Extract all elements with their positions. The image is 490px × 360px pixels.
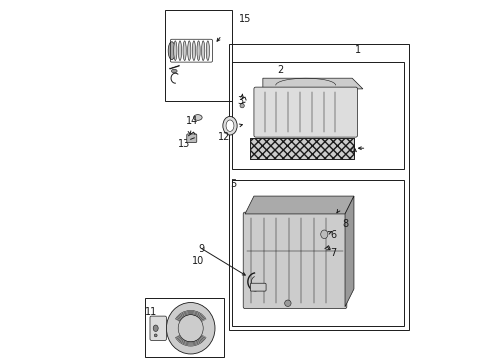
- Ellipse shape: [168, 42, 175, 60]
- Text: 6: 6: [331, 230, 337, 240]
- Bar: [232, 180, 404, 327]
- Ellipse shape: [174, 41, 177, 60]
- Bar: [250, 138, 354, 158]
- Text: 5: 5: [230, 179, 237, 189]
- Text: 15: 15: [239, 14, 251, 23]
- Text: 12: 12: [218, 132, 230, 142]
- FancyBboxPatch shape: [254, 87, 358, 137]
- Ellipse shape: [194, 114, 202, 120]
- Ellipse shape: [192, 41, 196, 60]
- Bar: [232, 62, 404, 169]
- Ellipse shape: [285, 300, 291, 306]
- FancyBboxPatch shape: [187, 134, 197, 143]
- Ellipse shape: [172, 69, 177, 73]
- Text: 10: 10: [193, 256, 205, 266]
- Text: 7: 7: [330, 248, 337, 258]
- Ellipse shape: [167, 302, 215, 354]
- Text: 14: 14: [186, 116, 198, 126]
- Ellipse shape: [206, 41, 209, 60]
- Text: 2: 2: [278, 65, 284, 75]
- Text: 13: 13: [178, 139, 191, 149]
- Ellipse shape: [240, 104, 245, 108]
- Polygon shape: [263, 78, 363, 89]
- Ellipse shape: [178, 41, 182, 60]
- Ellipse shape: [188, 41, 191, 60]
- FancyBboxPatch shape: [243, 212, 347, 309]
- Text: 3: 3: [238, 96, 244, 107]
- Ellipse shape: [226, 120, 234, 131]
- Bar: [250, 138, 354, 158]
- Ellipse shape: [154, 334, 157, 337]
- FancyBboxPatch shape: [150, 316, 167, 341]
- Text: 9: 9: [198, 244, 204, 253]
- Bar: [145, 298, 223, 357]
- Ellipse shape: [153, 325, 158, 332]
- Bar: [229, 44, 409, 330]
- Ellipse shape: [201, 41, 205, 60]
- Text: 8: 8: [343, 219, 349, 229]
- FancyBboxPatch shape: [250, 283, 266, 291]
- Bar: [165, 10, 232, 102]
- Polygon shape: [245, 196, 354, 214]
- Ellipse shape: [197, 41, 200, 60]
- Text: 4: 4: [349, 147, 355, 157]
- Text: 11: 11: [145, 307, 157, 317]
- Polygon shape: [345, 196, 354, 307]
- Ellipse shape: [183, 41, 186, 60]
- Ellipse shape: [223, 116, 237, 135]
- Ellipse shape: [321, 230, 328, 239]
- Text: 1: 1: [354, 45, 361, 55]
